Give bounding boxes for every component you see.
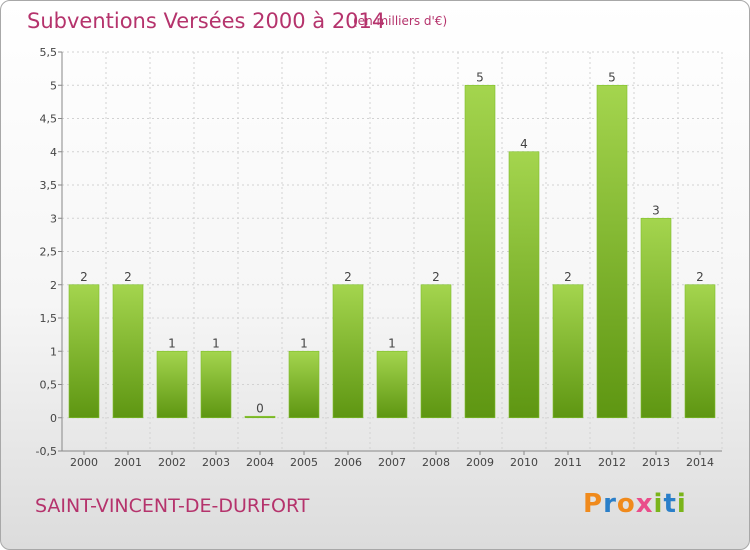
- chart-title: Subventions Versées 2000 à 2014: [27, 9, 386, 33]
- bar: [156, 350, 188, 419]
- bar: [376, 350, 408, 419]
- y-tick-label: 4: [50, 146, 57, 159]
- bar: [464, 84, 496, 419]
- bar: [332, 284, 364, 419]
- bar: [552, 284, 584, 419]
- logo-letter: i: [676, 489, 687, 519]
- bar: [68, 284, 100, 419]
- x-tick-label: 2000: [70, 456, 98, 469]
- y-tick-label: 2: [50, 279, 57, 292]
- data-label: 2: [432, 270, 440, 284]
- bar: [684, 284, 716, 419]
- logo-letter: t: [663, 489, 677, 519]
- y-tick-label: 1: [50, 345, 57, 358]
- data-label: 5: [608, 70, 616, 84]
- y-tick-label: 5: [50, 79, 57, 92]
- bar: [508, 151, 540, 419]
- axes: [58, 51, 722, 455]
- bars: [68, 84, 716, 419]
- x-tick-label: 2005: [290, 456, 318, 469]
- bar: [640, 217, 672, 419]
- x-tick-label: 2007: [378, 456, 406, 469]
- data-label: 2: [696, 270, 704, 284]
- logo-letter: x: [635, 489, 654, 519]
- y-tick-label: 0,5: [40, 379, 58, 392]
- data-label: 1: [212, 336, 220, 350]
- logo-letter: i: [653, 489, 664, 519]
- logo-letter: r: [603, 489, 617, 519]
- data-label: 2: [124, 270, 132, 284]
- labels: -0,5 0 0,5 1 1,5 2 2,5 3 3,5 4 4,5 5 5,5 2 2000 2 2001 1 2…: [36, 46, 714, 469]
- y-tick-label: 3: [50, 212, 57, 225]
- bar: [244, 415, 276, 419]
- logo-letter: o: [616, 489, 636, 519]
- x-tick-label: 2004: [246, 456, 274, 469]
- y-tick-label: -0,5: [36, 445, 57, 458]
- data-label: 1: [300, 336, 308, 350]
- data-label: 2: [80, 270, 88, 284]
- data-label: 0: [256, 401, 264, 415]
- x-tick-label: 2012: [598, 456, 626, 469]
- y-tick-label: 4,5: [40, 113, 58, 126]
- data-label: 5: [476, 70, 484, 84]
- data-label: 4: [520, 137, 528, 151]
- data-label: 2: [564, 270, 572, 284]
- x-tick-label: 2002: [158, 456, 186, 469]
- x-tick-label: 2010: [510, 456, 538, 469]
- bar: [200, 350, 232, 419]
- data-label: 1: [168, 336, 176, 350]
- bar: [288, 350, 320, 419]
- y-tick-label: 1,5: [40, 312, 58, 325]
- data-label: 1: [388, 336, 396, 350]
- data-label: 3: [652, 203, 660, 217]
- x-tick-label: 2008: [422, 456, 450, 469]
- y-tick-label: 2,5: [40, 246, 58, 259]
- x-tick-label: 2003: [202, 456, 230, 469]
- x-tick-label: 2014: [686, 456, 714, 469]
- data-label: 2: [344, 270, 352, 284]
- y-tick-label: 3,5: [40, 179, 58, 192]
- logo-letter: P: [583, 489, 604, 519]
- x-tick-label: 2013: [642, 456, 670, 469]
- proxiti-logo: Proxiti: [583, 489, 687, 519]
- x-tick-label: 2001: [114, 456, 142, 469]
- chart-subtitle: (en milliers d'€): [353, 14, 448, 28]
- x-tick-label: 2011: [554, 456, 582, 469]
- bar: [596, 84, 628, 419]
- commune-name: SAINT-VINCENT-DE-DURFORT: [35, 495, 310, 517]
- y-tick-label: 0: [50, 412, 57, 425]
- x-tick-label: 2009: [466, 456, 494, 469]
- bar: [112, 284, 144, 419]
- x-tick-label: 2006: [334, 456, 362, 469]
- bar: [420, 284, 452, 419]
- y-tick-label: 5,5: [40, 46, 58, 59]
